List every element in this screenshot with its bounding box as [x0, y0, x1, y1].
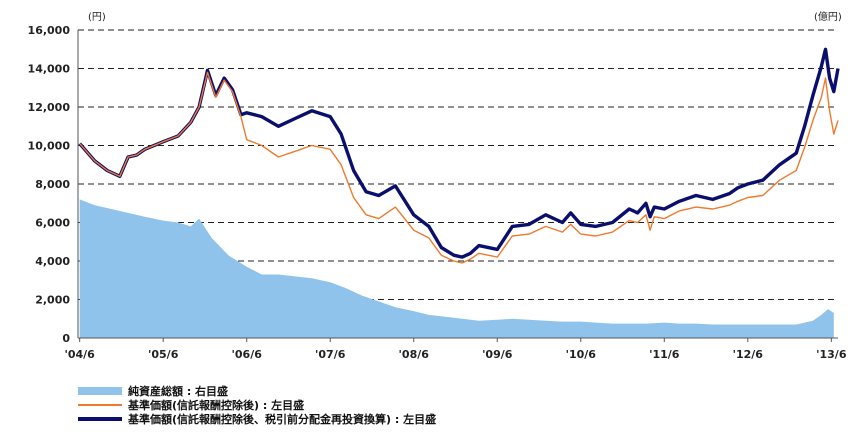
y-tick-label: 12,000 — [28, 101, 71, 114]
left-unit-label: (円) — [88, 12, 106, 23]
x-tick-label: '10/6 — [566, 348, 597, 361]
gridlines — [78, 29, 838, 300]
x-tick-label: '12/6 — [733, 348, 764, 361]
legend-label-nav: 基準価額(信託報酬控除後) : 左目盛 — [128, 399, 305, 412]
x-tick-label: '06/6 — [232, 348, 263, 361]
y-tick-label: 0 — [62, 332, 70, 345]
x-tick-label: '13/6 — [816, 348, 847, 361]
y-tick-label: 2,000 — [35, 294, 70, 307]
right-unit-label: (億円) — [814, 10, 842, 23]
legend-label-nav-reinvested: 基準価額(信託報酬控除後、税引前分配金再投資換算) : 左目盛 — [128, 413, 437, 426]
legend-label-net-assets: 純資産総額 : 右目盛 — [128, 385, 229, 398]
legend-swatch-nav — [78, 404, 122, 406]
y-tick-label: 4,000 — [35, 255, 70, 268]
x-tick-label: '08/6 — [399, 348, 430, 361]
y-tick-label: 8,000 — [35, 178, 70, 191]
legend-swatch-area — [78, 387, 122, 395]
nav-line — [79, 71, 839, 264]
legend-item-nav: 基準価額(信託報酬控除後) : 左目盛 — [78, 398, 436, 412]
y-tick-label: 6,000 — [35, 217, 70, 230]
net-assets-area-series — [79, 199, 834, 338]
x-tick-label: '09/6 — [482, 348, 513, 361]
x-tick-label: '05/6 — [148, 348, 179, 361]
legend-swatch-nav-reinvested — [78, 417, 122, 421]
nav-lines — [78, 47, 840, 264]
legend-item-net-assets: 純資産総額 : 右目盛 — [78, 384, 436, 398]
legend-item-nav-reinvested: 基準価額(信託報酬控除後、税引前分配金再投資換算) : 左目盛 — [78, 412, 436, 426]
y-tick-label: 14,000 — [28, 63, 71, 76]
chart-legend: 純資産総額 : 右目盛 基準価額(信託報酬控除後) : 左目盛 基準価額(信託報… — [78, 384, 436, 426]
y-tick-label: 16,000 — [28, 24, 71, 37]
net-assets-area — [79, 199, 834, 338]
x-tick-label: '11/6 — [649, 348, 680, 361]
y-tick-label: 10,000 — [28, 140, 71, 153]
x-tick-label: '04/6 — [64, 348, 95, 361]
axes: 16,000 14,000 12,000 10,000 8,000 6,000 4,000 2… — [28, 24, 847, 361]
x-tick-label: '07/6 — [315, 348, 346, 361]
